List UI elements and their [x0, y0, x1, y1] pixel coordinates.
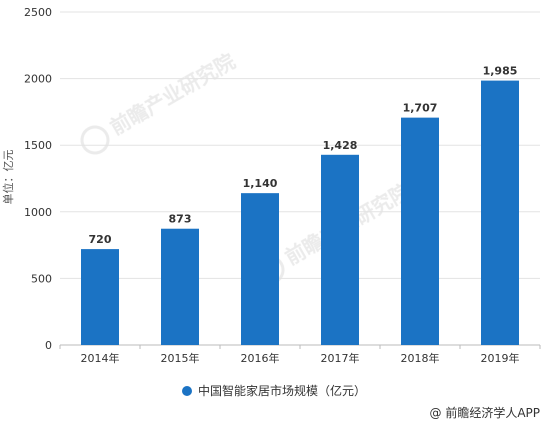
y-tick-label: 2500: [24, 6, 52, 19]
data-label: 1,707: [403, 102, 438, 115]
x-tick-label: 2019年: [481, 351, 520, 365]
bar: [481, 80, 519, 346]
data-label: 1,985: [483, 65, 518, 78]
y-tick-label: 1000: [24, 206, 52, 219]
y-tick-label: 1500: [24, 139, 52, 152]
data-label: 1,428: [323, 139, 358, 152]
y-tick-label: 500: [31, 272, 52, 285]
bar: [321, 154, 359, 345]
bar: [81, 249, 119, 345]
x-tick-label: 2016年: [241, 351, 280, 365]
legend-label: 中国智能家居市场规模（亿元）: [197, 384, 366, 398]
bar: [241, 193, 279, 345]
credit-text: @ 前瞻经济学人APP: [429, 406, 541, 420]
y-axis-label: 单位：亿元: [1, 150, 15, 205]
y-tick-label: 2000: [24, 73, 52, 86]
x-tick-label: 2015年: [161, 351, 200, 365]
y-tick-label: 0: [45, 339, 52, 352]
data-label: 873: [169, 213, 192, 226]
bar: [401, 117, 439, 346]
legend: 中国智能家居市场规模（亿元）: [0, 382, 548, 399]
x-axis: 2014年 2015年 2016年 2017年 2018年 2019年: [59, 345, 541, 365]
data-label: 720: [89, 233, 112, 246]
gridlines: [60, 11, 540, 346]
data-label: 1,140: [243, 177, 278, 190]
bar: [161, 228, 199, 345]
watermark-logo-icon: [80, 125, 110, 155]
watermark-text: 前瞻产业研究院: [106, 49, 239, 140]
bar-series: 720 873 1,140 1,428 1,707 1,985: [81, 65, 519, 346]
x-tick-label: 2014年: [81, 351, 120, 365]
x-tick-label: 2018年: [401, 351, 440, 365]
y-axis: 0 500 1000 1500 2000 2500: [24, 6, 52, 352]
legend-marker: [181, 385, 192, 396]
x-tick-label: 2017年: [321, 351, 360, 365]
